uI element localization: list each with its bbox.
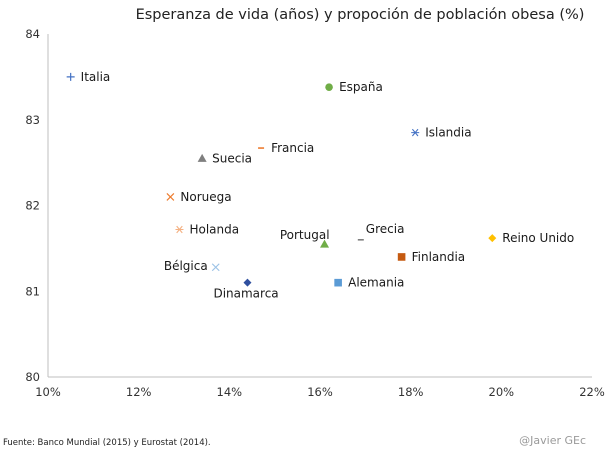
x-tick-label: 14% [217, 385, 243, 399]
point-reino-unido-label: Reino Unido [502, 231, 574, 245]
x-tick-label: 20% [489, 385, 515, 399]
point-islandia-marker [411, 128, 420, 137]
y-tick-label: 80 [25, 370, 40, 384]
point-espana-label: España [339, 80, 383, 94]
x-axis-ticks: 10% 12% 14% 16% 18% 20% 22% [35, 385, 605, 399]
point-dinamarca-label: Dinamarca [213, 287, 278, 301]
data-points [66, 72, 497, 287]
point-grecia-label: Grecia [366, 222, 405, 236]
y-tick-label: 84 [25, 27, 40, 41]
point-alemania-marker [334, 278, 342, 287]
data-labels: Italia España Islandia Francia Suecia Noruega… [81, 70, 575, 301]
point-islandia-label: Islandia [425, 126, 471, 140]
point-suecia-marker [197, 153, 207, 162]
point-finlandia-label: Finlandia [412, 250, 466, 264]
point-belgica-label: Bélgica [164, 259, 208, 273]
x-tick-label: 22% [579, 385, 605, 399]
x-tick-label: 12% [126, 385, 152, 399]
point-noruega-marker [166, 193, 175, 201]
point-espana-marker [325, 83, 333, 91]
point-belgica-marker [211, 263, 220, 272]
x-tick-label: 16% [307, 385, 333, 399]
point-reino-unido-marker [488, 234, 497, 243]
source-note: Fuente: Banco Mundial (2015) y Eurostat … [3, 438, 211, 448]
y-tick-label: 82 [25, 199, 40, 213]
y-tick-label: 81 [25, 284, 40, 298]
point-holanda-label: Holanda [189, 223, 239, 237]
y-axis-ticks: 80 81 82 83 84 [25, 27, 40, 384]
x-tick-label: 10% [35, 385, 61, 399]
point-finlandia-marker [397, 253, 406, 261]
y-tick-label: 83 [25, 113, 40, 127]
point-portugal-marker [320, 239, 330, 248]
point-portugal-label: Portugal [280, 228, 330, 242]
x-tick-label: 18% [398, 385, 424, 399]
chart-title: Esperanza de vida (años) y propoción de … [136, 7, 585, 23]
point-italia-label: Italia [81, 70, 111, 84]
point-alemania-label: Alemania [348, 276, 404, 290]
point-suecia-label: Suecia [212, 151, 252, 165]
point-dinamarca-marker [243, 278, 252, 287]
point-holanda-marker [175, 225, 184, 234]
author-credit: @Javier GEc [519, 434, 586, 447]
point-noruega-label: Noruega [180, 190, 231, 204]
point-francia-label: Francia [271, 141, 314, 155]
point-italia-marker [66, 72, 75, 81]
